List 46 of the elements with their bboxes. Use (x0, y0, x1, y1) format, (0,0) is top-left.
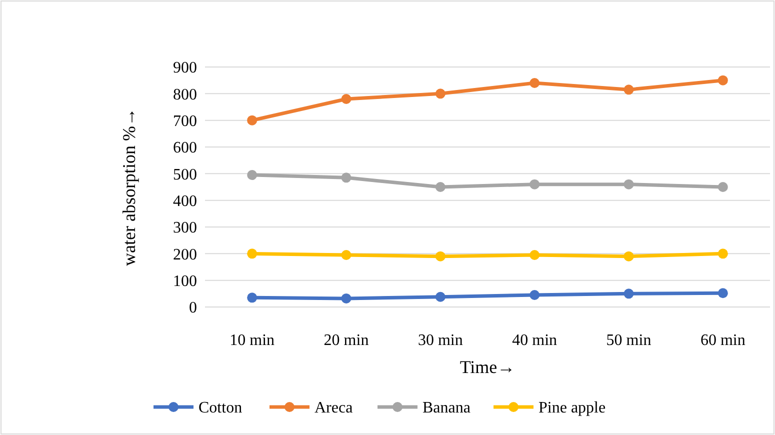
legend-label: Pine apple (538, 400, 606, 417)
point (435, 182, 446, 192)
y-tick-label: 0 (189, 300, 197, 317)
legend-label: Cotton (198, 400, 242, 417)
point (718, 75, 728, 86)
point (341, 94, 352, 104)
y-tick-label: 700 (173, 112, 197, 130)
legend-label: Areca (314, 400, 353, 417)
point (624, 251, 634, 262)
point (718, 248, 728, 259)
point (530, 179, 540, 190)
point (530, 290, 540, 300)
y-axis-title: water absorption %→ (119, 108, 139, 266)
x-axis-title: Time→ (460, 357, 516, 377)
y-tick-label: 600 (173, 140, 197, 157)
point (247, 170, 258, 180)
point (341, 293, 352, 304)
y-tick-label: 900 (173, 60, 197, 77)
y-tick-label: 300 (173, 220, 197, 237)
x-tick-label: 10 min (230, 332, 275, 349)
point (718, 182, 728, 192)
y-tick-label: 500 (173, 166, 197, 184)
legend-label: Banana (422, 400, 470, 417)
point (530, 78, 540, 88)
x-tick-label: 40 min (512, 332, 558, 349)
point (247, 115, 258, 126)
point (624, 84, 634, 95)
point (530, 250, 540, 260)
x-tick-label: 50 min (606, 332, 652, 349)
point (341, 172, 352, 183)
point (247, 248, 258, 259)
point (718, 288, 728, 298)
point (435, 292, 446, 302)
y-tick-label: 400 (173, 192, 197, 210)
x-tick-label: 20 min (324, 332, 369, 349)
x-tick-label: 60 min (700, 332, 746, 349)
point (341, 250, 352, 260)
point (435, 251, 446, 262)
y-tick-label: 800 (173, 86, 197, 104)
x-tick-label: 30 min (418, 332, 463, 349)
y-tick-label: 100 (173, 272, 197, 290)
point (624, 288, 634, 299)
point (435, 88, 446, 99)
point (247, 292, 258, 303)
point (624, 179, 634, 190)
y-tick-label: 200 (173, 246, 197, 264)
